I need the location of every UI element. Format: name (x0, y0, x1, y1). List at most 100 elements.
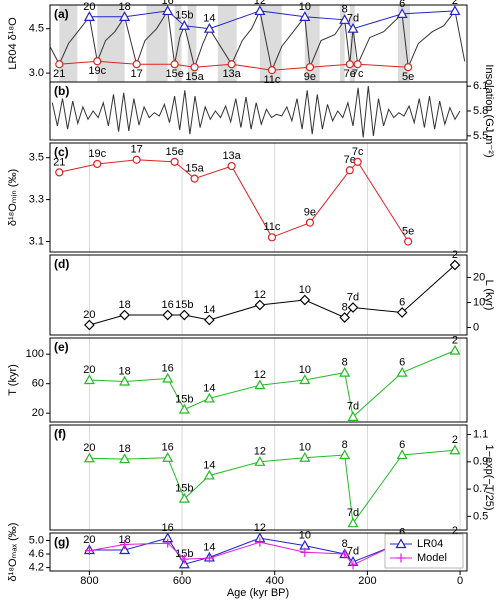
point (254, 5, 266, 16)
point (84, 319, 95, 331)
point-label: 20 (83, 1, 95, 13)
y-tick-label: 100 (26, 348, 44, 360)
point (254, 299, 266, 311)
point-label: 16 (162, 522, 174, 534)
shaded-interval (259, 5, 282, 82)
panel-label: (c) (54, 145, 69, 159)
point (170, 60, 179, 69)
shaded-interval (146, 5, 168, 82)
y-axis-label: 1−exp(−T/25) (483, 444, 495, 510)
point (55, 60, 64, 69)
point (449, 259, 461, 271)
point (55, 168, 64, 177)
point-label: 13a (222, 150, 241, 162)
point-label: 15b (175, 299, 193, 311)
x-axis-label: Age (kyr BP) (227, 587, 289, 599)
y-tick-label: 6.1 (473, 80, 488, 92)
y-tick-label: 20 (32, 407, 44, 419)
point-label: 5e (402, 225, 414, 237)
point (347, 411, 359, 421)
y-tick-label: 3.3 (29, 194, 44, 206)
legend-marker (396, 553, 406, 563)
x-tick-label: 800 (80, 575, 98, 587)
point-label: 2 (452, 434, 458, 446)
legend-label: Model (417, 552, 447, 564)
point (162, 452, 174, 462)
series-line (59, 159, 409, 242)
point-label: 18 (118, 299, 130, 311)
y-axis-label: L (kyr) (483, 280, 495, 311)
point (345, 60, 354, 69)
point (120, 540, 130, 550)
point (299, 11, 311, 21)
point-label: 18 (118, 534, 130, 546)
point-label: 13a (222, 68, 241, 80)
point-label: 15e (165, 68, 183, 80)
point-label: 2 (452, 249, 458, 261)
point-label: 6 (399, 357, 405, 369)
y-tick-label: 3.0 (29, 67, 44, 79)
point-label: 20 (83, 534, 95, 546)
point (84, 546, 94, 556)
point (449, 5, 461, 16)
x-tick-label: 400 (266, 575, 284, 587)
point (227, 161, 236, 171)
point-label: 11c (263, 221, 280, 233)
y-tick-label: 4.5 (29, 23, 44, 35)
shaded-interval (349, 5, 355, 82)
y-tick-label: 3.5 (29, 152, 44, 164)
point (449, 344, 461, 355)
point (404, 237, 413, 246)
point (339, 366, 351, 377)
y-tick-label: 3.1 (29, 235, 44, 247)
panel-label: (b) (54, 84, 69, 98)
point (353, 60, 362, 69)
point (449, 444, 461, 455)
point (178, 558, 190, 569)
point (203, 392, 215, 403)
panel-label: (d) (54, 257, 69, 271)
point-label: 10 (299, 1, 311, 13)
shaded-interval (187, 5, 197, 82)
point-label: 12 (254, 522, 266, 534)
point-label: 2 (452, 334, 458, 346)
point-label: 15b (175, 548, 193, 560)
x-tick-label: 0 (457, 575, 463, 587)
shaded-interval (97, 5, 125, 82)
point (162, 309, 174, 321)
series-line (51, 86, 461, 138)
point (163, 538, 173, 548)
panel-frame (49, 254, 468, 336)
point (178, 20, 190, 30)
point-label: 21 (53, 68, 65, 80)
point-label: 7d (347, 401, 359, 413)
y-axis-label: LR04 δ¹⁸O (7, 17, 19, 70)
point-label: 10 (299, 529, 311, 541)
point (347, 22, 359, 33)
point-label: 7c (352, 146, 364, 158)
point (93, 57, 102, 66)
point-label: 20 (83, 442, 95, 454)
point (339, 312, 351, 323)
point (119, 309, 130, 321)
point (305, 63, 315, 72)
point-label: 10 (299, 284, 311, 296)
point (190, 63, 199, 72)
series-line (89, 449, 456, 525)
y-tick-label: 5.8 (473, 105, 488, 117)
point (299, 374, 311, 385)
y-axis-label: T (kyr) (7, 364, 19, 396)
shaded-interval (304, 5, 320, 82)
point (178, 492, 190, 503)
point (299, 294, 311, 306)
point-label: 6 (399, 296, 405, 308)
point (119, 453, 131, 464)
panel-label: (e) (54, 340, 69, 354)
y-tick-label: 0 (473, 321, 479, 333)
point-label: 17 (131, 68, 143, 80)
point-label: 16 (162, 299, 174, 311)
point-label: 8 (342, 4, 348, 16)
point-label: 14 (203, 541, 215, 553)
point (396, 366, 408, 377)
point (119, 375, 131, 386)
